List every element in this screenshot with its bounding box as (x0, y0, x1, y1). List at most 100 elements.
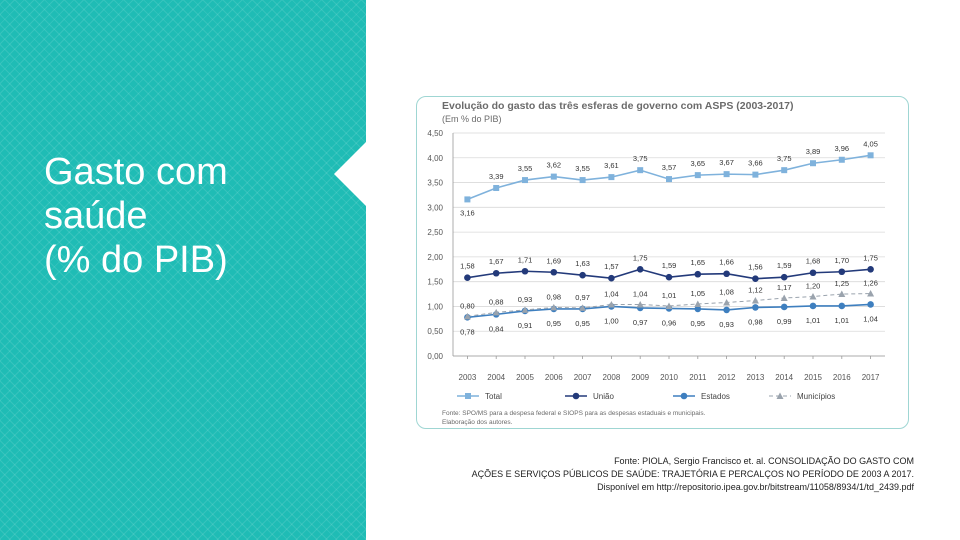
data-point (637, 167, 644, 174)
data-point (752, 171, 759, 178)
data-label: 1,65 (690, 258, 705, 267)
x-tick-label: 2010 (660, 373, 678, 382)
data-label: 1,25 (834, 279, 849, 288)
y-tick-label: 4,50 (427, 129, 443, 138)
data-label: 3,65 (690, 159, 705, 168)
source-line-2: AÇÕES E SERVIÇOS PÚBLICOS DE SAÚDE: TRAJ… (471, 469, 914, 479)
data-label: 0,93 (719, 320, 734, 329)
data-label: 3,89 (806, 147, 821, 156)
data-label: 1,75 (633, 253, 648, 262)
data-label: 1,04 (633, 289, 648, 298)
chart-subtitle: (Em % do PIB) (442, 114, 502, 124)
data-label: 0,91 (518, 321, 533, 330)
data-point (579, 304, 587, 311)
data-point (550, 303, 558, 311)
x-tick-label: 2016 (833, 373, 851, 382)
data-label: 3,62 (546, 161, 561, 170)
x-tick-label: 2008 (603, 373, 621, 382)
x-tick-label: 2014 (775, 373, 793, 382)
data-point (694, 270, 702, 278)
data-point (723, 298, 731, 306)
data-point (780, 294, 788, 302)
data-label: 0,95 (546, 319, 561, 328)
x-tick-label: 2011 (689, 373, 707, 382)
data-label: 1,00 (604, 316, 619, 325)
data-point (809, 269, 817, 277)
x-tick-label: 2005 (516, 373, 534, 382)
legend-label: Total (485, 392, 502, 401)
chart-footnote-line-2: Elaboração dos autores. (442, 419, 513, 426)
data-point (492, 269, 500, 277)
data-label: 1,58 (460, 262, 475, 271)
legend-label: Estados (701, 392, 730, 401)
data-label: 1,20 (806, 282, 821, 291)
data-label: 1,04 (863, 314, 878, 323)
x-tick-label: 2007 (574, 373, 592, 382)
legend-marker (572, 392, 580, 400)
x-tick-label: 2015 (804, 373, 822, 382)
data-label: 0,97 (633, 318, 648, 327)
data-label: 1,01 (806, 316, 821, 325)
data-point (838, 268, 846, 276)
data-label: 1,67 (489, 257, 504, 266)
x-tick-label: 2012 (718, 373, 736, 382)
data-label: 1,59 (662, 261, 677, 270)
data-point (636, 265, 644, 273)
data-label: 4,05 (863, 139, 878, 148)
data-label: 0,99 (777, 317, 792, 326)
y-tick-label: 3,50 (427, 179, 443, 188)
title-line-3: (% do PIB) (44, 239, 228, 281)
data-label: 1,66 (719, 258, 734, 267)
data-point (694, 172, 701, 179)
data-label: 0,84 (489, 324, 504, 333)
data-point (521, 267, 529, 275)
data-label: 0,93 (518, 295, 533, 304)
data-point (867, 265, 874, 273)
data-label: 0,88 (489, 297, 504, 306)
chart-frame: Evolução do gasto das três esferas de go… (416, 96, 909, 429)
data-point (608, 274, 615, 282)
data-point (838, 156, 845, 163)
data-point (723, 270, 730, 278)
data-label: 3,75 (777, 154, 792, 163)
data-label: 3,61 (604, 161, 619, 170)
data-point (751, 296, 759, 304)
data-point (666, 176, 672, 183)
data-point (810, 160, 816, 167)
data-label: 0,98 (748, 317, 763, 326)
data-label: 1,68 (806, 257, 821, 266)
data-point (550, 173, 557, 180)
y-tick-label: 0,00 (427, 352, 443, 361)
data-label: 0,80 (460, 301, 475, 310)
data-label: 1,01 (834, 316, 849, 325)
data-label: 0,96 (662, 318, 677, 327)
data-label: 1,08 (719, 287, 734, 296)
data-point (579, 271, 586, 279)
data-label: 3,66 (748, 159, 763, 168)
data-point (694, 305, 702, 313)
data-point (607, 300, 615, 308)
data-label: 0,98 (546, 292, 561, 301)
y-tick-label: 1,00 (427, 302, 443, 311)
data-label: 1,05 (690, 289, 705, 298)
data-point (492, 308, 500, 316)
data-point (838, 290, 846, 298)
series-line-3 (467, 293, 871, 317)
data-label: 0,97 (575, 293, 590, 302)
data-label: 3,57 (662, 163, 677, 172)
legend-marker (776, 392, 784, 399)
data-point (579, 177, 586, 184)
y-tick-label: 4,00 (427, 154, 443, 163)
y-tick-label: 3,00 (427, 203, 443, 212)
data-point (608, 174, 615, 181)
data-label: 1,01 (662, 291, 677, 300)
data-label: 0,95 (575, 319, 590, 328)
data-label: 1,56 (748, 263, 763, 272)
x-tick-label: 2017 (862, 373, 880, 382)
data-point (723, 306, 730, 314)
y-tick-label: 1,50 (427, 278, 443, 287)
y-tick-label: 2,50 (427, 228, 443, 237)
data-point (636, 300, 644, 308)
data-point (809, 293, 817, 300)
legend-label: Municípios (797, 392, 835, 401)
